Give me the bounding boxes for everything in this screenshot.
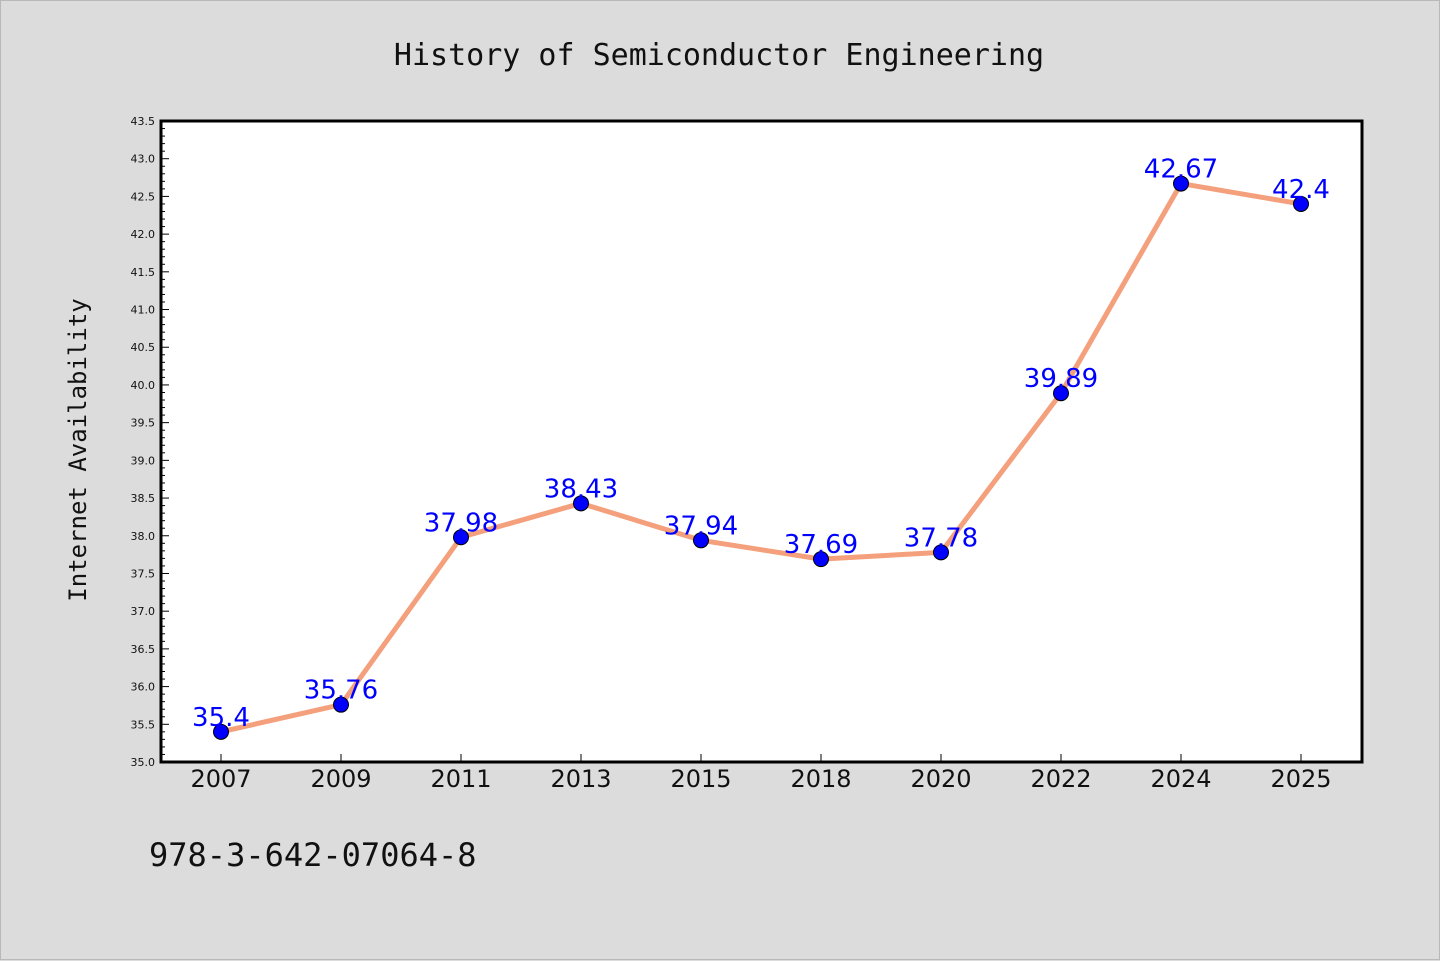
x-tick-label: 2013 [550, 765, 611, 793]
y-tick-label: 39.5 [131, 417, 156, 430]
y-axis: 35.0 35.5 36.0 36.5 37.0 37.5 38.0 38.5 39.0 39.5… [131, 115, 169, 769]
y-tick-label: 41.0 [131, 304, 156, 317]
y-tick-label: 40.5 [131, 341, 156, 354]
data-point [1053, 385, 1069, 402]
series-layer [213, 175, 1309, 740]
series-line [218, 181, 1304, 735]
y-tick-label: 38.0 [131, 530, 156, 543]
y-tick-label: 43.0 [131, 153, 156, 166]
footnote: 978-3-642-07064-8 [149, 836, 477, 874]
y-tick-label: 42.0 [131, 228, 156, 241]
data-point [693, 532, 709, 549]
data-label: 39.89 [1024, 364, 1098, 394]
data-point [813, 551, 829, 568]
data-point [573, 495, 589, 512]
x-tick-label: 2020 [910, 765, 971, 793]
y-tick-label: 39.0 [131, 454, 156, 467]
data-label: 37.94 [664, 511, 738, 541]
data-label: 35.76 [304, 676, 378, 706]
plot-area [159, 119, 1364, 764]
data-point [1173, 175, 1189, 192]
x-tick-label: 2024 [1150, 765, 1211, 793]
data-point [933, 544, 949, 561]
y-tick-label: 37.0 [131, 605, 156, 618]
y-tick-label: 36.0 [131, 681, 156, 694]
x-tick-label: 2011 [430, 765, 491, 793]
x-axis: 2007 2009 2011 2013 2015 2018 2020 2022 2024 2025 [190, 754, 1332, 793]
y-tick-label: 37.5 [131, 567, 156, 580]
data-label: 35.4 [192, 703, 250, 733]
x-tick-label: 2007 [190, 765, 251, 793]
data-label: 37.78 [904, 523, 978, 553]
data-label: 37.69 [784, 530, 858, 560]
y-tick-label: 41.5 [131, 266, 156, 279]
data-label: 42.4 [1272, 175, 1330, 205]
y-tick-label: 38.5 [131, 492, 156, 505]
y-tick-label: 35.0 [131, 756, 156, 769]
data-point [213, 723, 229, 740]
data-label: 38.43 [544, 474, 618, 504]
data-point [333, 696, 349, 713]
chart-title: History of Semiconductor Engineering [394, 38, 1044, 73]
data-label: 42.67 [1144, 155, 1218, 185]
y-tick-label: 40.0 [131, 379, 156, 392]
data-point [1293, 195, 1309, 212]
y-tick-label: 35.5 [131, 718, 156, 731]
data-point [453, 529, 469, 546]
x-tick-label: 2025 [1270, 765, 1331, 793]
data-label: 37.98 [424, 508, 498, 538]
x-tick-label: 2018 [790, 765, 851, 793]
x-tick-label: 2015 [670, 765, 731, 793]
data-labels: 35.4 35.76 37.98 38.43 37.94 37.69 37.78 39.89 4… [192, 155, 1330, 733]
x-tick-label: 2009 [310, 765, 371, 793]
y-axis-label: Internet Availability [64, 298, 92, 601]
y-tick-label: 42.5 [131, 190, 156, 203]
x-tick-label: 2022 [1030, 765, 1091, 793]
y-tick-label: 36.5 [131, 643, 156, 656]
y-tick-label: 43.5 [131, 115, 156, 128]
